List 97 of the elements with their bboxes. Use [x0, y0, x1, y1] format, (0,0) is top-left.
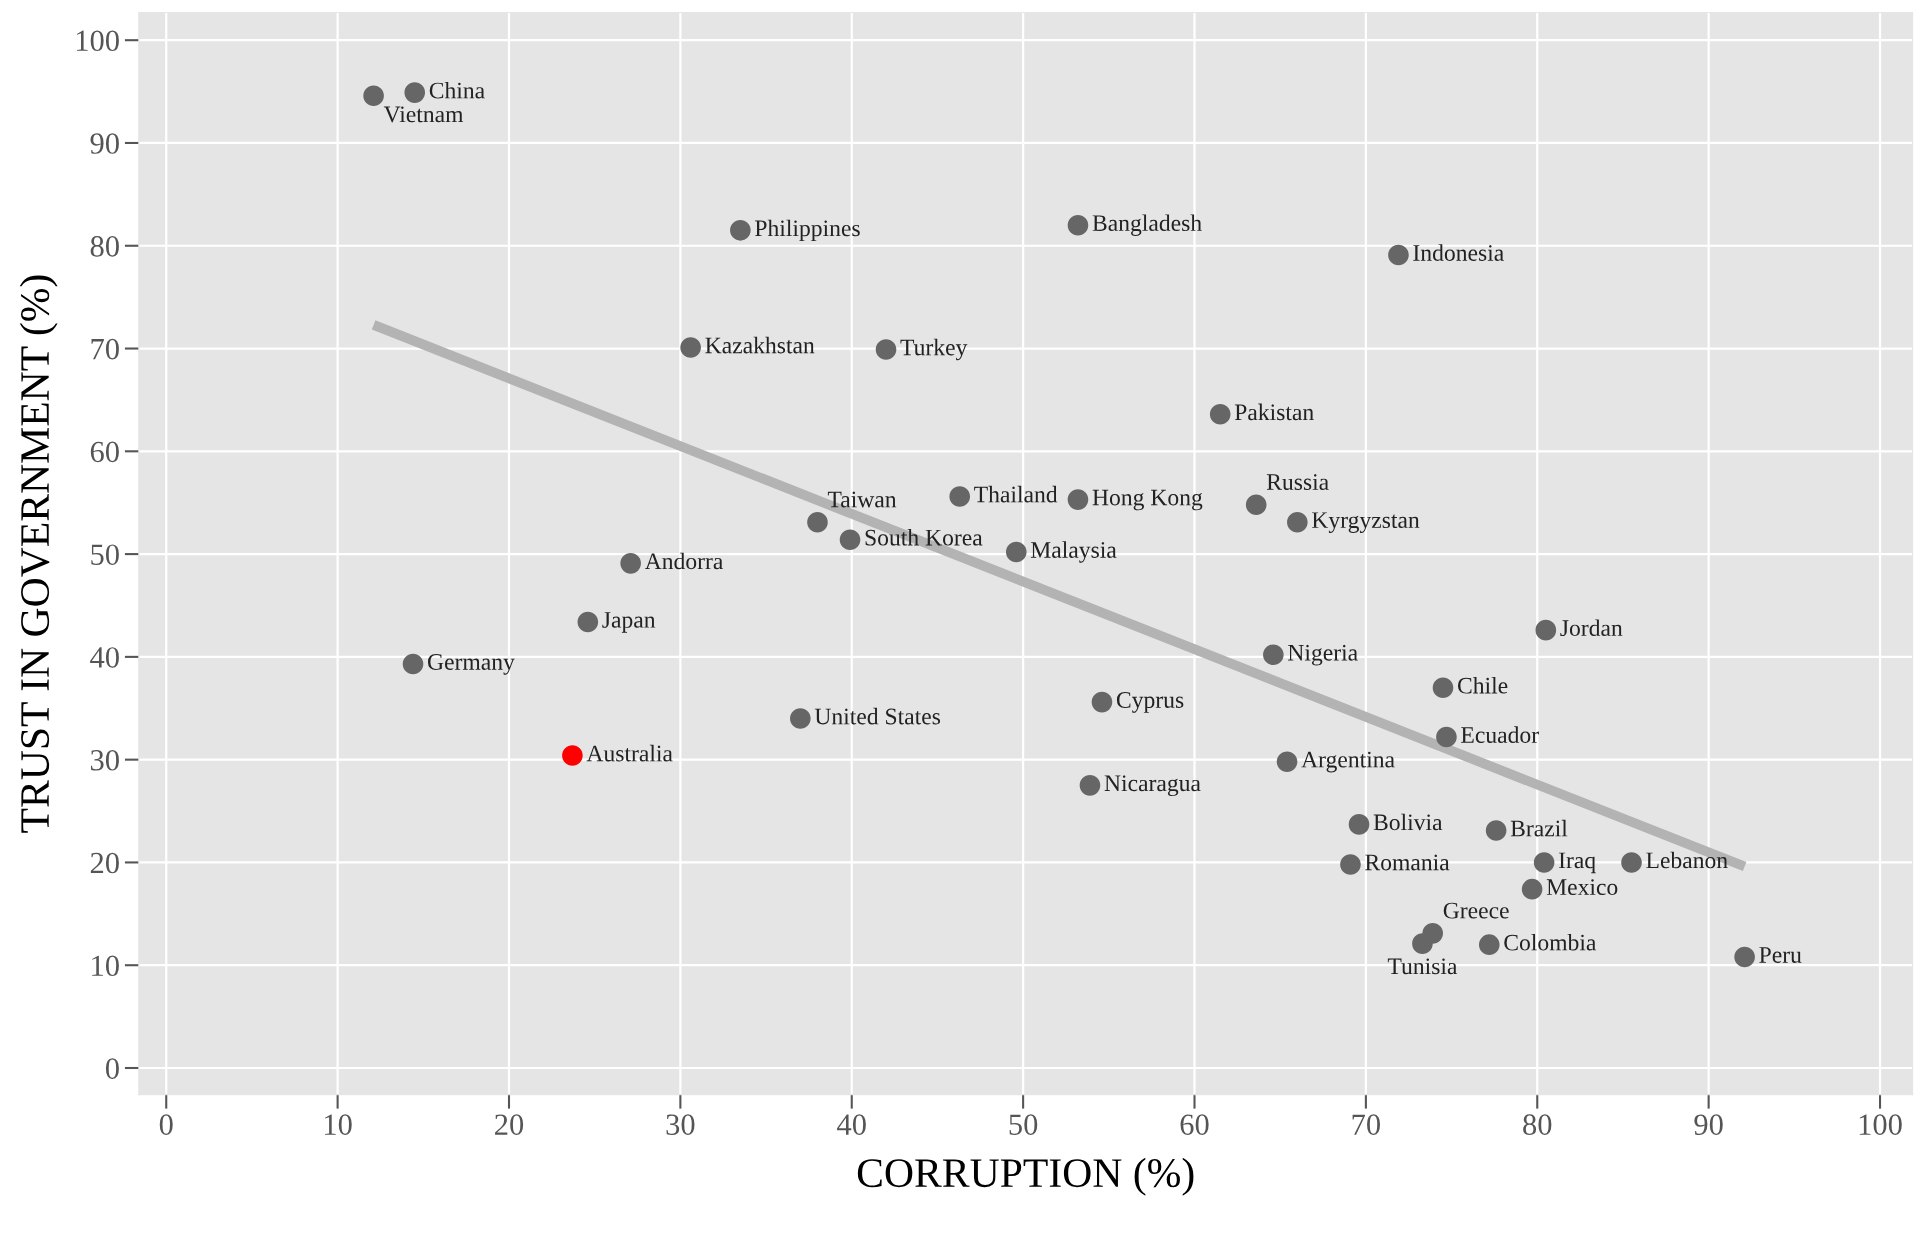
point [1287, 511, 1308, 533]
point [1209, 404, 1231, 425]
point [402, 653, 424, 675]
annotation: Hong Kong [1092, 489, 1203, 511]
annotation: Peru [1759, 947, 1802, 963]
point [1734, 946, 1755, 968]
point [730, 220, 751, 241]
point [1348, 814, 1370, 835]
annotation: Cyprus [1116, 692, 1184, 713]
annotation: Philippines [755, 219, 860, 242]
y-tick-label: 40 [90, 647, 119, 668]
point [680, 337, 701, 358]
x-tick-label: 0 [159, 1114, 173, 1135]
y-tick-label: 80 [90, 236, 119, 257]
annotation: Kazakhstan [705, 336, 815, 354]
x-tick-label: 40 [837, 1114, 866, 1135]
x-tick-label: 70 [1352, 1114, 1380, 1135]
annotation: China [429, 81, 485, 99]
point [1535, 619, 1557, 641]
x-axis-title: CORRUPTION (%) [857, 1157, 1194, 1196]
point [1245, 494, 1267, 516]
y-tick-label: 90 [90, 133, 119, 154]
annotation: Jordan [1560, 619, 1623, 637]
annotation: Vietnam [383, 106, 464, 123]
annotation: South Korea [865, 529, 983, 546]
x-tick-label: 30 [666, 1114, 695, 1135]
point [1079, 775, 1101, 796]
x-tick-label: 60 [1180, 1114, 1209, 1135]
point [1621, 852, 1642, 873]
x-tick-label: 50 [1009, 1114, 1038, 1135]
annotation: Andorra [644, 552, 724, 570]
y-tick-label: 0 [105, 1058, 119, 1079]
annotation: Nicaragua [1104, 775, 1201, 797]
point [562, 745, 583, 766]
annotation: Iraq [1558, 852, 1596, 874]
point [1432, 677, 1454, 699]
annotation: Indonesia [1413, 244, 1504, 261]
point [1478, 934, 1500, 955]
annotation: Germany [427, 654, 515, 675]
point [1485, 820, 1507, 841]
annotation: Taiwan [827, 491, 897, 508]
annotation: Australia [586, 744, 673, 762]
annotation: Bangladesh [1092, 214, 1202, 236]
annotation: Mexico [1546, 879, 1618, 896]
point [790, 708, 811, 729]
annotation: Pakistan [1234, 403, 1314, 421]
annotation: Nigeria [1288, 644, 1358, 666]
point [1067, 489, 1089, 510]
x-tick-label: 100 [1859, 1114, 1902, 1135]
y-tick-label: 70 [91, 338, 119, 360]
annotation: Turkey [900, 338, 968, 361]
point [1412, 933, 1433, 954]
annotation: Ecuador [1461, 726, 1539, 743]
point [620, 553, 641, 574]
point [404, 82, 426, 103]
annotation: Tunisia [1387, 958, 1458, 975]
annotation: Colombia [1504, 933, 1597, 951]
point [1521, 878, 1543, 900]
annotation: Thailand [974, 485, 1058, 503]
annotation: Brazil [1510, 819, 1568, 837]
annotation: Lebanon [1646, 851, 1728, 869]
point [1533, 852, 1555, 873]
x-tick-label: 90 [1694, 1114, 1723, 1135]
y-tick-label: 50 [91, 544, 119, 565]
y-tick-label: 60 [90, 441, 119, 463]
point [1436, 726, 1457, 748]
y-axis-title: TRUST IN GOVERNMENT (%) [19, 275, 58, 833]
annotation: Bolivia [1373, 813, 1443, 831]
point [577, 611, 599, 633]
y-tick-label: 30 [90, 749, 119, 771]
point [1276, 751, 1298, 773]
point [807, 511, 828, 533]
y-tick-label: 10 [92, 955, 119, 977]
point [363, 85, 384, 106]
annotation: Japan [602, 612, 656, 633]
point [1067, 214, 1089, 236]
point [839, 529, 861, 550]
annotation: Argentina [1301, 751, 1395, 773]
point [1388, 244, 1409, 266]
annotation: Russia [1266, 474, 1329, 490]
annotation: Malaysia [1030, 541, 1117, 563]
point [1340, 854, 1361, 875]
point [875, 339, 897, 360]
y-tick-label: 20 [90, 852, 119, 874]
point [1005, 541, 1027, 563]
annotation: United States [814, 707, 941, 725]
x-tick-label: 10 [325, 1114, 352, 1135]
y-tick-label: 100 [76, 30, 119, 52]
annotation: Chile [1457, 677, 1508, 694]
point [949, 486, 971, 507]
point [1091, 691, 1113, 713]
point [1263, 644, 1284, 666]
annotation: Greece [1443, 902, 1509, 919]
annotation: Kyrgyzstan [1312, 512, 1420, 533]
x-tick-label: 20 [495, 1114, 524, 1135]
x-tick-label: 80 [1523, 1114, 1552, 1135]
annotation: Romania [1365, 854, 1450, 871]
